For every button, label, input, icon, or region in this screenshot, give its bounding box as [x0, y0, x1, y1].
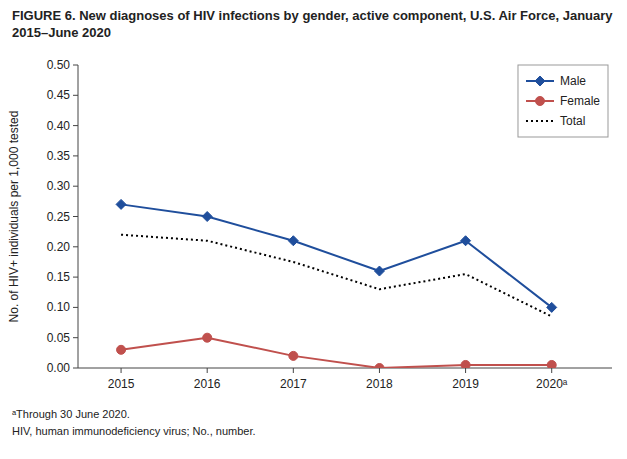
y-tick [73, 307, 78, 308]
x-tick [379, 368, 380, 373]
chart: FIGURE 6. New diagnoses of HIV infection… [0, 0, 627, 459]
x-tick-label: 2018 [366, 377, 393, 391]
point [375, 364, 384, 369]
y-tick-label: 0.25 [47, 210, 71, 224]
series [117, 333, 557, 368]
point [547, 302, 557, 312]
x-tick [121, 368, 122, 373]
y-tick-label: 0.15 [47, 270, 71, 284]
series [121, 235, 552, 317]
point [202, 212, 212, 222]
footnote: HIV, human immunodeficiency virus; No., … [12, 425, 256, 437]
point [289, 351, 298, 360]
y-tick-label: 0.40 [47, 119, 71, 133]
y-tick [73, 337, 78, 338]
x-tick-label: 2017 [280, 377, 307, 391]
y-tick [73, 277, 78, 278]
legend-swatch [526, 120, 554, 122]
y-tick-label: 0.35 [47, 149, 71, 163]
y-tick-label: 0.00 [47, 361, 71, 375]
y-tick [73, 246, 78, 247]
series-line [121, 338, 552, 368]
x-tick-label: 2019 [452, 377, 479, 391]
y-tick-label: 0.05 [47, 331, 71, 345]
legend-label: Male [560, 74, 586, 88]
y-tick-label: 0.50 [47, 58, 71, 72]
x-axis-line [78, 368, 612, 369]
x-tick-label: 2016 [194, 377, 221, 391]
x-tick [207, 368, 208, 373]
y-tick [73, 216, 78, 217]
point [461, 236, 471, 246]
y-tick [73, 186, 78, 187]
point [288, 236, 298, 246]
x-tick [551, 368, 552, 373]
series-line [121, 235, 552, 317]
legend: Male Female Total [518, 65, 608, 137]
y-tick-label: 0.45 [47, 88, 71, 102]
footnote: ᵃThrough 30 June 2020. [12, 408, 130, 420]
legend-marker [535, 76, 545, 86]
x-tick-label: 2020ᵃ [536, 377, 568, 391]
y-tick [73, 125, 78, 126]
y-tick [73, 65, 78, 66]
point [374, 266, 384, 276]
y-axis-label: No. of HIV+ individuals per 1,000 tested [7, 111, 21, 323]
title: FIGURE 6. New diagnoses of HIV infection… [12, 8, 613, 40]
x-tick [293, 368, 294, 373]
point [547, 360, 556, 368]
point [117, 345, 126, 354]
y-tick-label: 0.10 [47, 300, 71, 314]
axes: 0.00 0.05 0.10 0.15 0.20 0.25 0.30 0.35 0.40 0.45… [47, 58, 612, 391]
y-tick [73, 155, 78, 156]
plot-area [116, 199, 557, 368]
x-tick-label: 2015 [108, 377, 135, 391]
series-line [121, 204, 552, 307]
y-tick [73, 368, 78, 369]
legend-label: Female [560, 94, 600, 108]
legend-label: Total [560, 114, 585, 128]
x-tick [465, 368, 466, 373]
point [203, 333, 212, 342]
series [116, 199, 557, 312]
legend-box [518, 65, 608, 137]
y-tick [73, 95, 78, 96]
y-tick-label: 0.20 [47, 240, 71, 254]
point [461, 360, 470, 368]
y-tick-label: 0.30 [47, 179, 71, 193]
legend-marker [535, 97, 544, 106]
point [116, 199, 126, 209]
